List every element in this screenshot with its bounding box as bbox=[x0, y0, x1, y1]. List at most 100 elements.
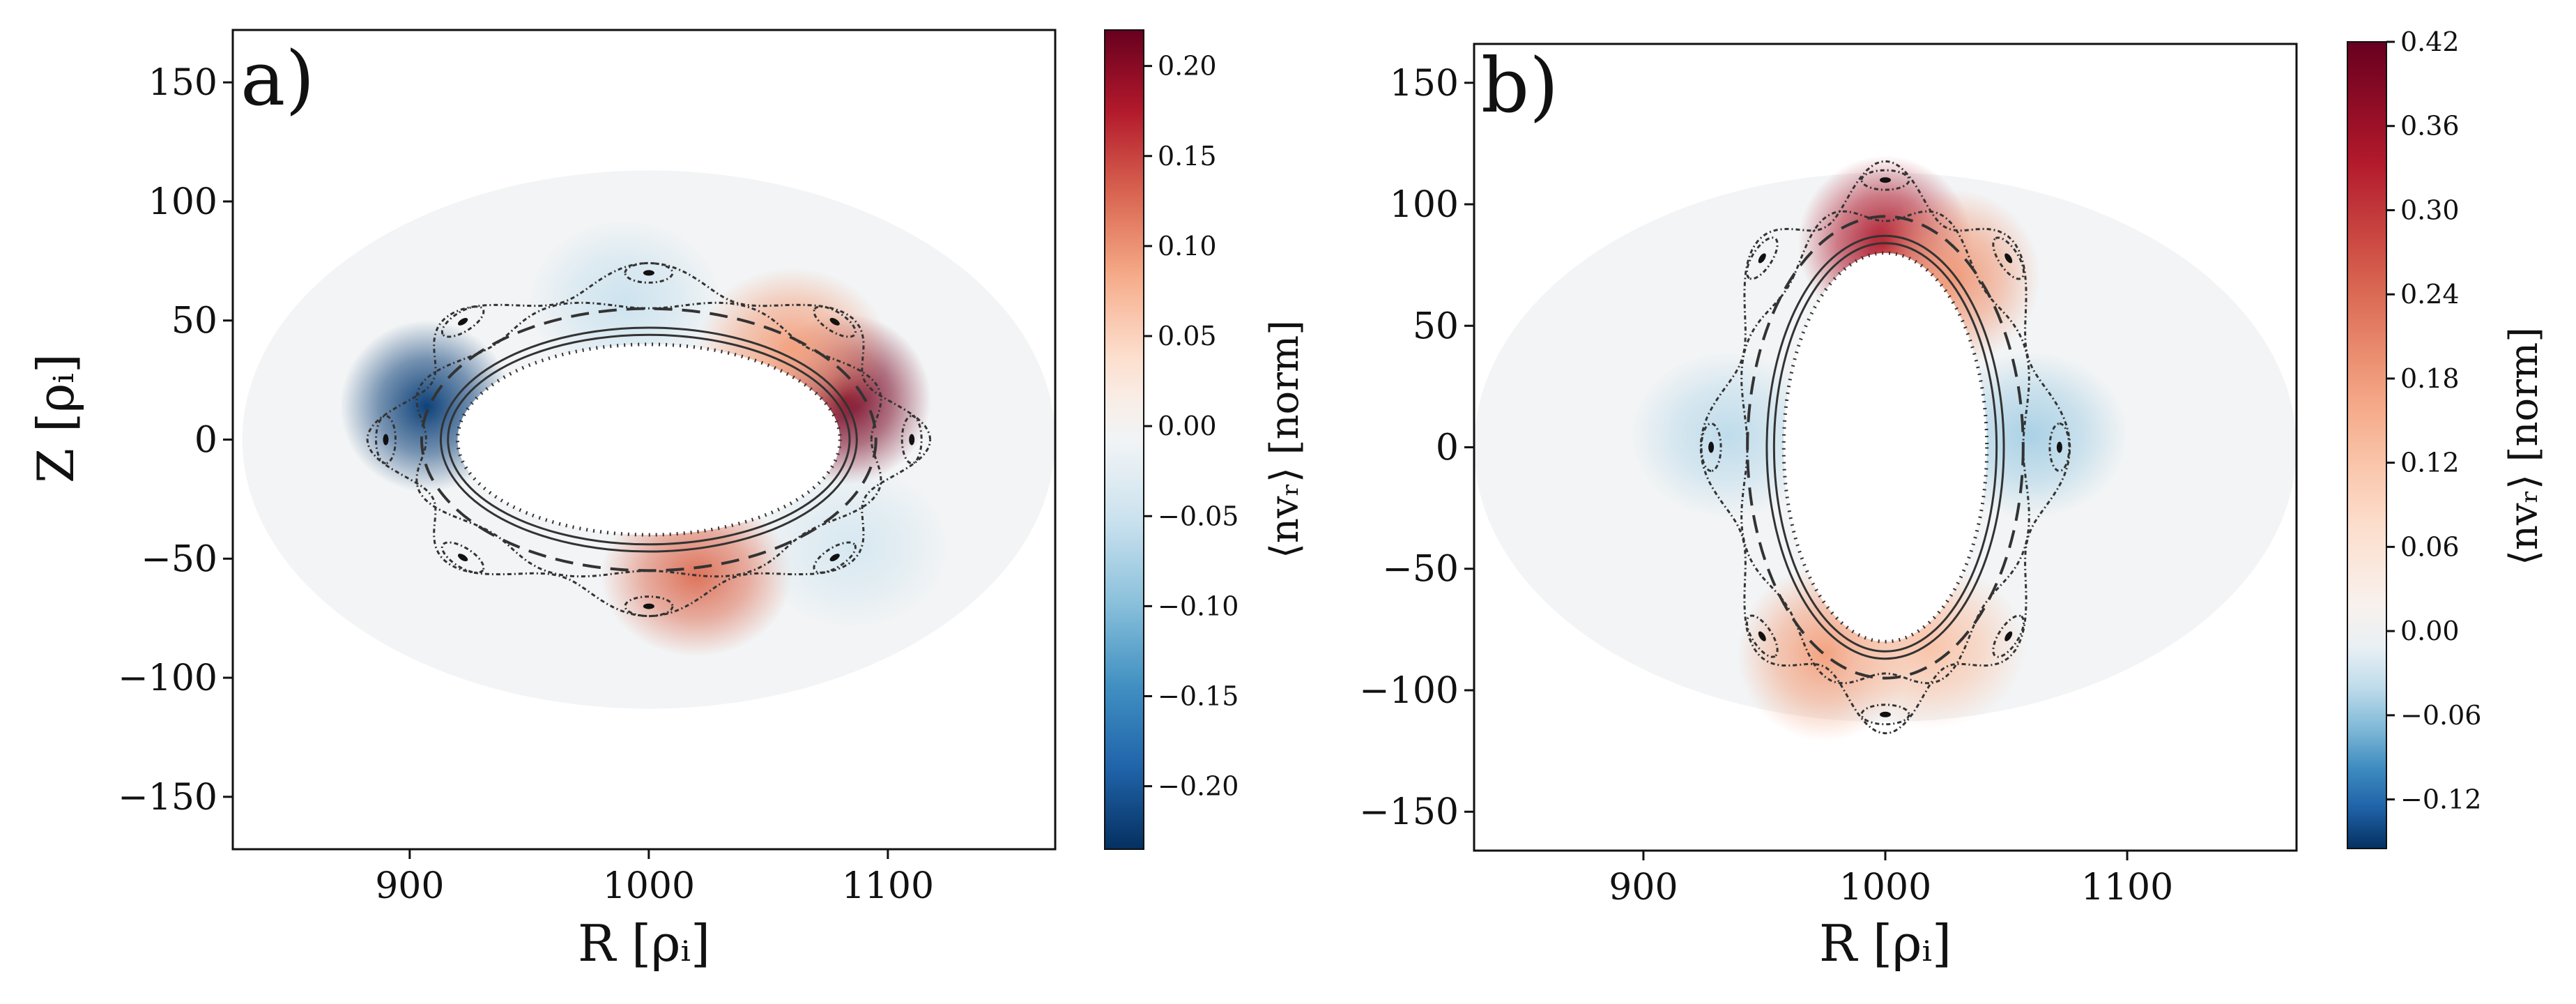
colorbar-tick-label: 0.06 bbox=[2400, 531, 2460, 562]
island-contour bbox=[1700, 423, 1722, 472]
o-point bbox=[909, 434, 915, 446]
o-point bbox=[383, 434, 389, 446]
magnetic-island bbox=[1860, 169, 1910, 191]
contours-b bbox=[1699, 160, 2071, 735]
magnetic-island bbox=[624, 595, 674, 618]
o-point bbox=[2004, 253, 2013, 264]
colorbar-tick-label: −0.10 bbox=[1158, 591, 1239, 621]
island-contour bbox=[624, 595, 674, 618]
colorbar-tick-label: 0.10 bbox=[1158, 231, 1217, 261]
x-tick-label: 1100 bbox=[2081, 867, 2173, 908]
o-point bbox=[1880, 177, 1891, 183]
colorbar-tick-label: −0.05 bbox=[1158, 501, 1239, 531]
magnetic-island bbox=[900, 415, 923, 464]
y-tick-label: 0 bbox=[194, 420, 217, 462]
colorbar-ticks-b: 0.42 0.36 0.30 0.24 0.18 0.12 0.06 0.00 −0.06 −0.… bbox=[2386, 26, 2481, 815]
colorbar-tick-label: −0.20 bbox=[1158, 771, 1239, 802]
core-region bbox=[1784, 252, 1987, 642]
y-tick-label: 100 bbox=[1390, 184, 1459, 226]
x-tick-label: 900 bbox=[375, 865, 444, 907]
separatrix-inner bbox=[415, 301, 882, 578]
colorbar-tick-label: −0.12 bbox=[2400, 784, 2481, 815]
island-contour bbox=[2048, 423, 2071, 472]
o-point bbox=[829, 554, 840, 562]
island-contour bbox=[1745, 614, 1779, 658]
colorbar-label-a: ⟨nvᵣ⟩ [norm] bbox=[1262, 320, 1308, 558]
y-tick-label: −100 bbox=[118, 657, 217, 699]
o-point bbox=[829, 317, 840, 326]
flux-blob bbox=[1631, 352, 1825, 518]
separatrix bbox=[366, 261, 932, 618]
magnetic-island bbox=[1860, 703, 1910, 726]
colorbar-tick-label: 0.05 bbox=[1158, 321, 1217, 351]
y-tick-label: −150 bbox=[1359, 791, 1459, 833]
colorbar-tick-label: −0.15 bbox=[1158, 680, 1239, 711]
x-axis-label-b: R [ρᵢ] bbox=[1819, 914, 1952, 973]
separatrix-inner bbox=[1740, 210, 2030, 685]
colorbar-tick-label: 0.00 bbox=[2400, 616, 2460, 646]
o-point bbox=[1758, 631, 1766, 641]
colorbar-a bbox=[1104, 29, 1144, 850]
x-tick-label: 1100 bbox=[842, 865, 934, 907]
y-tick-label: 150 bbox=[1390, 63, 1459, 105]
o-point bbox=[2004, 631, 2013, 641]
flux-surface bbox=[1772, 242, 1998, 653]
x-tick-label: 1000 bbox=[603, 865, 695, 907]
y-tick-label: 0 bbox=[1436, 427, 1459, 469]
y-ticks-a: 150 100 50 0 −50 −100 −150 bbox=[118, 62, 233, 819]
colorbar-tick-label: 0.12 bbox=[2400, 448, 2460, 478]
heatmap-a bbox=[242, 170, 1055, 709]
core-region bbox=[457, 344, 841, 535]
o-point bbox=[643, 270, 654, 276]
magnetic-island bbox=[440, 541, 485, 574]
colorbar-label-b: ⟨nvᵣ⟩ [norm] bbox=[2501, 327, 2547, 565]
flux-surface bbox=[1765, 234, 2005, 660]
core-boundary bbox=[1781, 251, 1989, 644]
colorbar-tick-label: −0.06 bbox=[2400, 700, 2481, 731]
y-tick-label: 150 bbox=[148, 62, 217, 104]
colorbar-tick-label: 0.18 bbox=[2400, 363, 2460, 394]
colorbar-tick-label: 0.30 bbox=[2400, 195, 2460, 225]
magnetic-island bbox=[624, 261, 674, 284]
magnetic-island bbox=[813, 305, 857, 338]
flux-surface bbox=[439, 326, 858, 553]
island-contour bbox=[1860, 703, 1910, 726]
magnetic-island bbox=[2048, 423, 2071, 472]
panel-label-b: b) bbox=[1481, 43, 1558, 130]
island-contour bbox=[440, 541, 485, 574]
y-axis-label-a: Z [ρᵢ] bbox=[26, 353, 85, 483]
island-contour bbox=[1992, 236, 2025, 280]
island-contour bbox=[1860, 169, 1910, 191]
o-point bbox=[1758, 253, 1766, 264]
x-tick-label: 1000 bbox=[1839, 867, 1931, 908]
colorbar-tick-label: 0.42 bbox=[2400, 26, 2460, 57]
magnetic-island bbox=[375, 415, 397, 464]
colorbar-tick-label: 0.00 bbox=[1158, 411, 1217, 441]
panel-b: b) 900 1000 1100 150 100 50 0 −50 −100 −150 R [ρ… bbox=[1359, 26, 2547, 973]
colorbar-ticks-a: 0.20 0.15 0.10 0.05 0.00 −0.05 −0.10 −0.15 −0.20 bbox=[1144, 51, 1239, 802]
core-boundary bbox=[455, 342, 842, 537]
colorbar-tick-label: 0.20 bbox=[1158, 51, 1217, 82]
y-tick-label: −50 bbox=[141, 538, 217, 580]
y-tick-label: 50 bbox=[171, 301, 217, 342]
colorbar-tick-label: 0.36 bbox=[2400, 111, 2460, 142]
x-axis-label-a: R [ρᵢ] bbox=[578, 914, 710, 973]
o-point bbox=[1708, 441, 1715, 453]
x-ticks-b: 900 1000 1100 bbox=[1609, 851, 2173, 908]
y-tick-label: −150 bbox=[118, 777, 217, 819]
contours-a bbox=[366, 261, 932, 618]
panel-label-a: a) bbox=[240, 36, 315, 123]
island-contour bbox=[813, 305, 857, 338]
magnetic-island bbox=[1700, 423, 1722, 472]
separatrix bbox=[1699, 160, 2071, 735]
y-tick-label: −50 bbox=[1382, 549, 1459, 591]
colorbar-tick-label: 0.24 bbox=[2400, 279, 2460, 310]
colorbar-tick-label: 0.15 bbox=[1158, 141, 1217, 172]
magnetic-island bbox=[1992, 236, 2025, 280]
flux-surface bbox=[447, 333, 851, 546]
o-point bbox=[457, 317, 468, 326]
y-tick-label: 50 bbox=[1413, 305, 1459, 347]
island-contour bbox=[375, 415, 397, 464]
x-ticks-a: 900 1000 1100 bbox=[375, 849, 934, 907]
